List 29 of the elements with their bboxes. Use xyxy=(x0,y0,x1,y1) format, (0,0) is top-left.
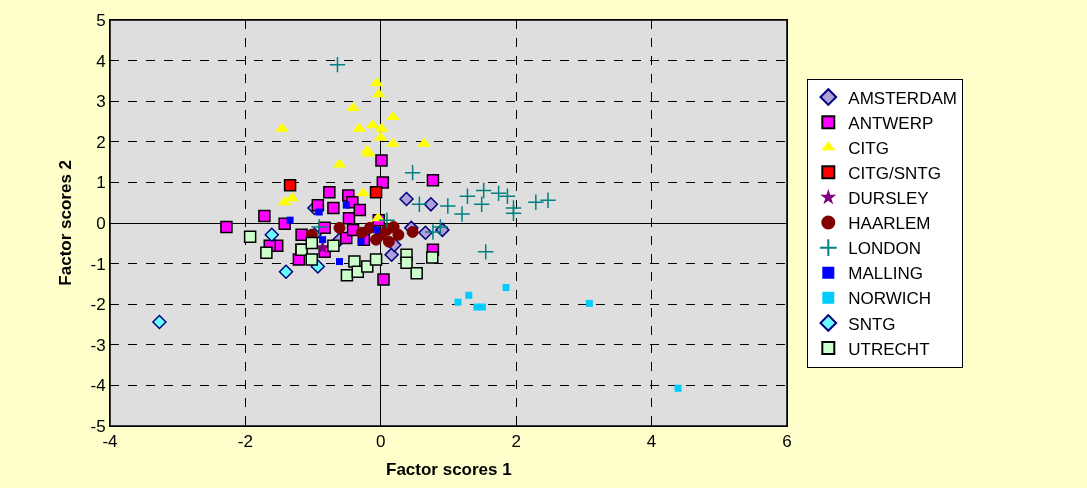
legend-label: MALLING xyxy=(848,264,923,284)
legend-label: LONDON xyxy=(848,239,922,259)
y-tick-label: 5 xyxy=(96,10,106,30)
y-tick-label: -1 xyxy=(90,254,106,274)
legend-label: AMSTERDAM xyxy=(848,88,957,108)
legend-label: HAARLEM xyxy=(848,214,931,234)
y-tick-label: -5 xyxy=(90,416,106,436)
x-tick-label: 4 xyxy=(646,432,657,452)
legend-label: NORWICH xyxy=(848,289,932,309)
x-axis-title: Factor scores 1 xyxy=(386,460,512,479)
x-tick-label: 2 xyxy=(511,432,521,452)
y-axis-title: Factor scores 2 xyxy=(55,159,75,286)
legend-label: ANTWERP xyxy=(848,113,934,133)
x-tick-label: 0 xyxy=(376,432,386,452)
y-tick-label: 1 xyxy=(96,173,106,193)
y-tick-label: -2 xyxy=(90,295,106,315)
y-tick-label: 3 xyxy=(96,92,106,112)
legend-label: CITG xyxy=(848,138,889,158)
y-tick-label: -3 xyxy=(90,335,106,355)
legend-label: UTRECHT xyxy=(848,339,930,359)
legend-label: CITG/SNTG xyxy=(848,163,941,183)
legend-label: DURSLEY xyxy=(848,189,929,209)
x-tick-label: 6 xyxy=(782,432,792,452)
y-tick-label: 2 xyxy=(96,132,106,152)
x-tick-label: -2 xyxy=(237,432,253,452)
y-tick-label: 0 xyxy=(96,213,106,233)
y-tick-label: 4 xyxy=(96,51,106,71)
y-tick-label: -4 xyxy=(90,376,106,396)
legend-label: SNTG xyxy=(848,314,896,334)
